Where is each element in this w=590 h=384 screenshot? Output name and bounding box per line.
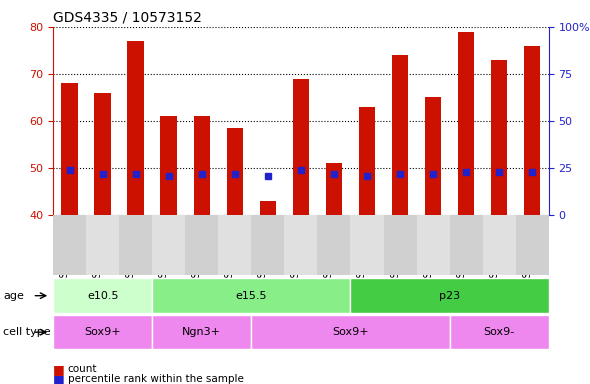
- Bar: [251, 215, 284, 275]
- Bar: [152, 215, 185, 275]
- Text: Sox9-: Sox9-: [484, 327, 514, 337]
- Text: percentile rank within the sample: percentile rank within the sample: [68, 374, 244, 384]
- Bar: [160, 116, 177, 215]
- Bar: [326, 163, 342, 215]
- Text: GDS4335 / 10573152: GDS4335 / 10573152: [53, 10, 202, 24]
- Bar: [384, 215, 417, 275]
- Bar: [260, 201, 276, 215]
- Text: e15.5: e15.5: [235, 291, 267, 301]
- Text: age: age: [3, 291, 24, 301]
- Bar: [94, 93, 111, 215]
- Bar: [152, 278, 350, 313]
- Bar: [284, 215, 317, 275]
- Bar: [119, 215, 152, 275]
- Bar: [227, 128, 243, 215]
- Text: Ngn3+: Ngn3+: [182, 327, 221, 337]
- Bar: [425, 98, 441, 215]
- Bar: [251, 315, 450, 349]
- Text: ■: ■: [53, 363, 65, 376]
- Text: cell type: cell type: [3, 327, 51, 337]
- Bar: [524, 46, 540, 215]
- Bar: [483, 215, 516, 275]
- Bar: [491, 60, 507, 215]
- Bar: [516, 215, 549, 275]
- Bar: [194, 116, 210, 215]
- Bar: [359, 107, 375, 215]
- Bar: [53, 278, 152, 313]
- Bar: [53, 215, 86, 275]
- Text: Sox9+: Sox9+: [84, 327, 121, 337]
- Bar: [450, 315, 549, 349]
- Bar: [392, 55, 408, 215]
- Bar: [86, 215, 119, 275]
- Bar: [293, 79, 309, 215]
- Text: ■: ■: [53, 373, 65, 384]
- Bar: [458, 31, 474, 215]
- Bar: [152, 315, 251, 349]
- Text: count: count: [68, 364, 97, 374]
- Text: p23: p23: [439, 291, 460, 301]
- Bar: [185, 215, 218, 275]
- Bar: [218, 215, 251, 275]
- Bar: [417, 215, 450, 275]
- Bar: [317, 215, 350, 275]
- Bar: [450, 215, 483, 275]
- Bar: [53, 315, 152, 349]
- Bar: [350, 278, 549, 313]
- Bar: [61, 83, 78, 215]
- Text: Sox9+: Sox9+: [332, 327, 369, 337]
- Bar: [127, 41, 144, 215]
- Text: e10.5: e10.5: [87, 291, 119, 301]
- Bar: [350, 215, 384, 275]
